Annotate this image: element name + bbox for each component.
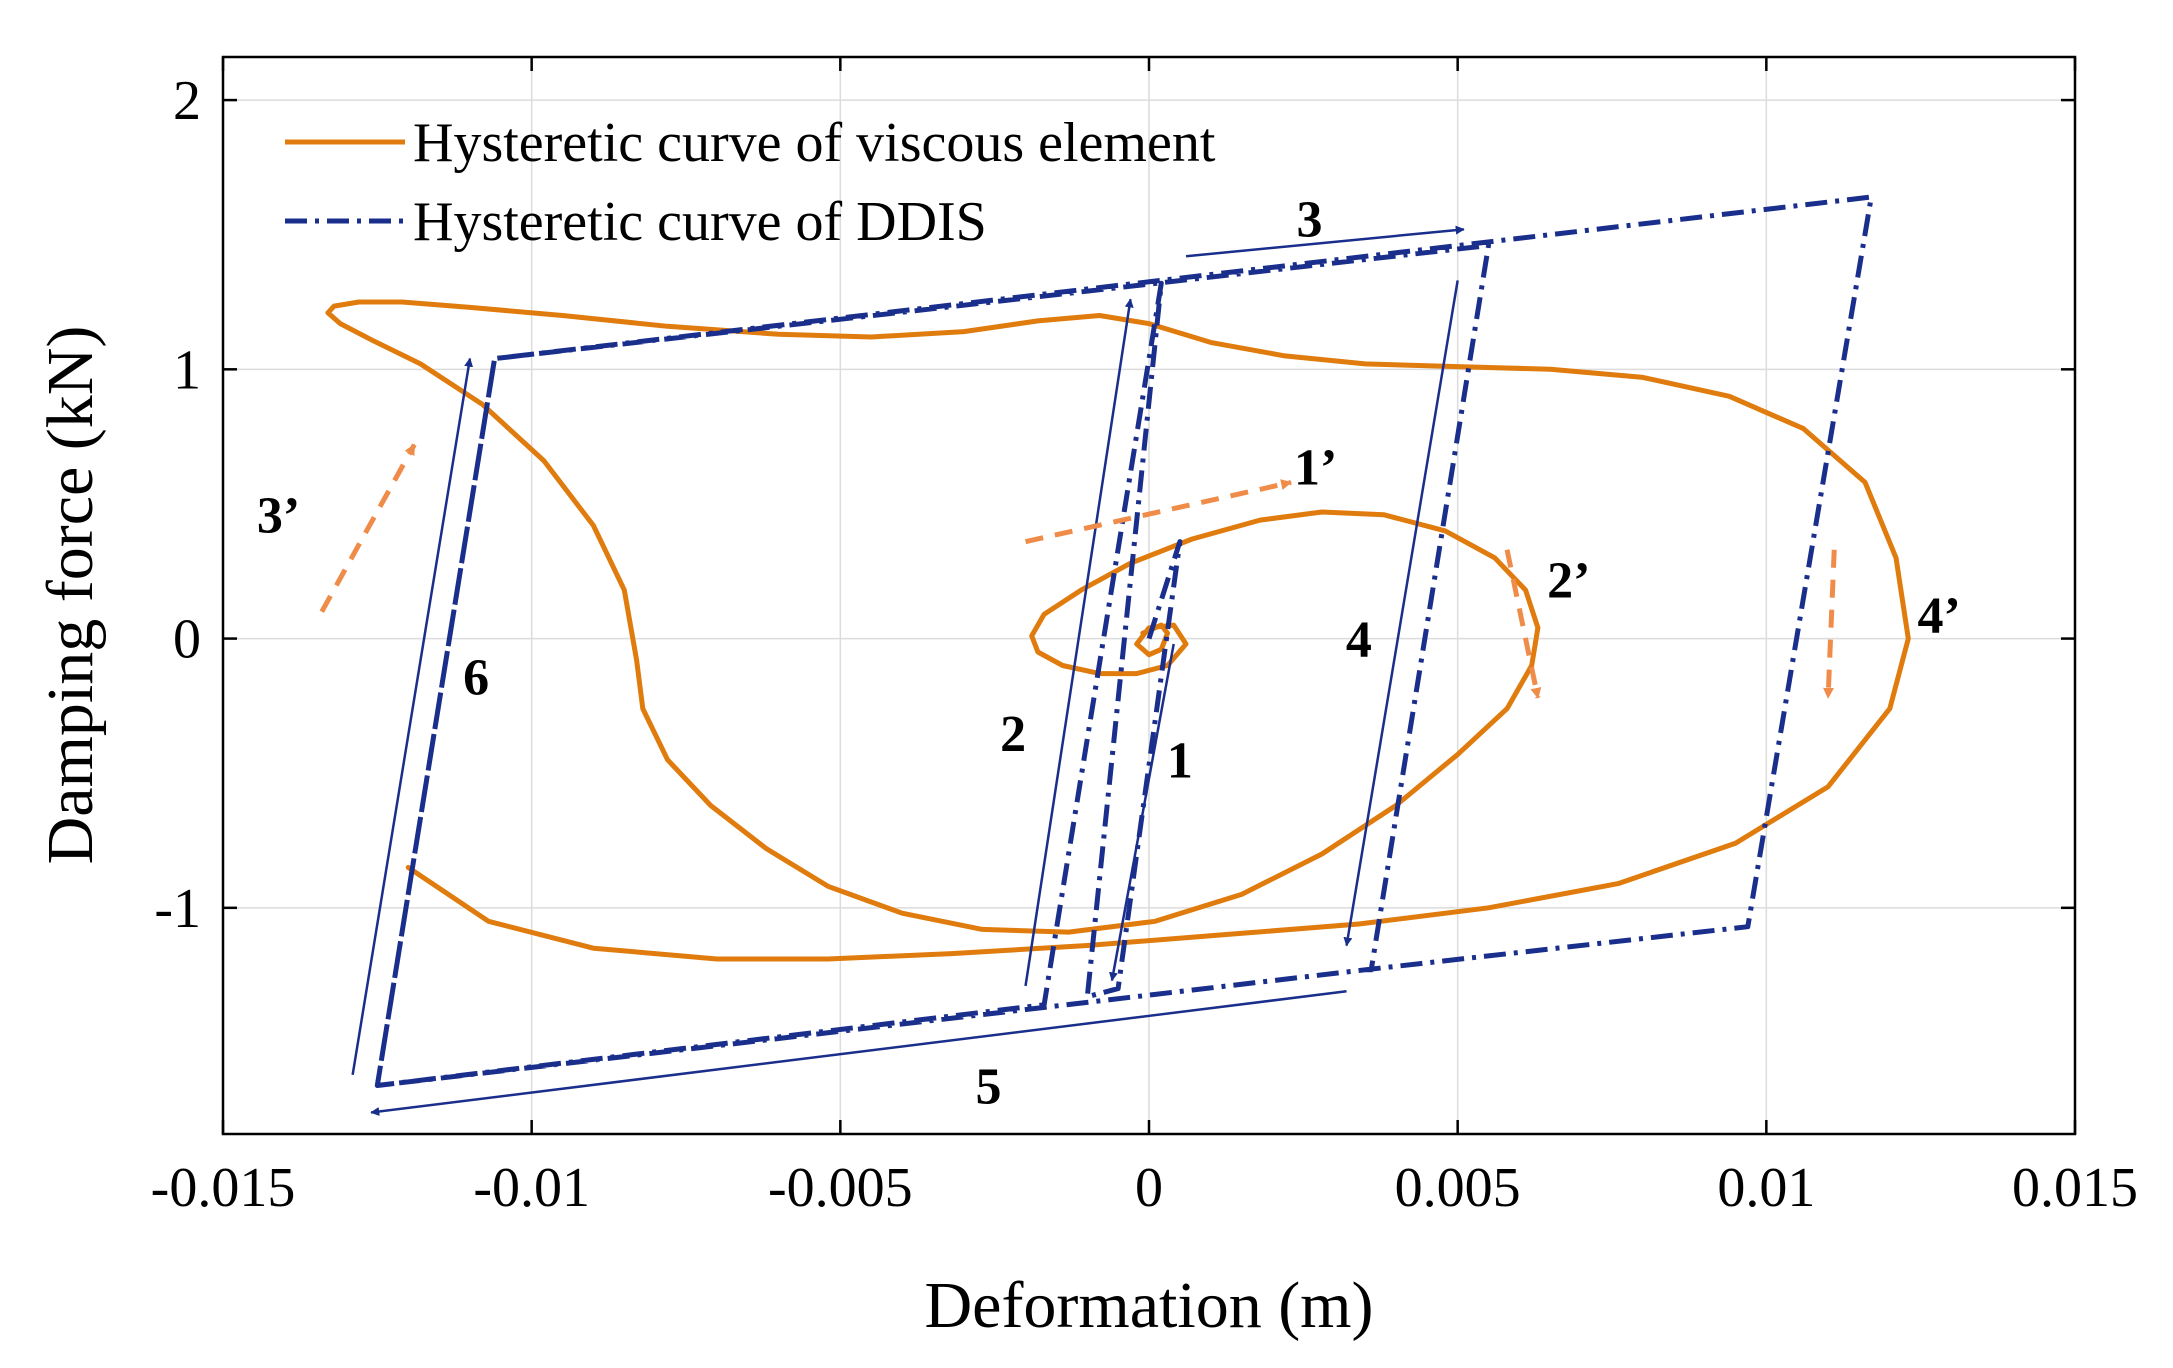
series-ddis xyxy=(374,194,1874,1088)
x-tick-label: -0.015 xyxy=(151,1157,296,1219)
direction-arrow-4-prime xyxy=(1822,549,1837,699)
legend-label-ddis: Hysteretic curve of DDIS xyxy=(413,191,987,253)
direction-arrow-3 xyxy=(1185,225,1465,258)
direction-arrow-4 xyxy=(1343,280,1459,947)
plot-series xyxy=(325,194,1911,1088)
annotation-label-3-prime: 3’ xyxy=(257,488,300,545)
x-tick-label: 0.015 xyxy=(2012,1157,2138,1219)
annotation-label-3: 3 xyxy=(1297,192,1323,249)
direction-arrow-3-prime xyxy=(319,443,417,613)
direction-arrow-1 xyxy=(1108,643,1175,982)
direction-arrow-5 xyxy=(370,990,1347,1116)
y-axis-title: Damping force (kN) xyxy=(34,326,107,865)
direction-arrow-6 xyxy=(351,357,474,1075)
annotation-label-4: 4 xyxy=(1346,612,1372,669)
annotation-label-1-prime: 1’ xyxy=(1294,439,1337,496)
y-tick-label: 2 xyxy=(173,70,201,132)
direction-arrow-1-prime xyxy=(1024,479,1293,545)
direction-arrows xyxy=(319,225,1837,1116)
axis-ticks: -0.015 -0.01 -0.005 0 0.005 0.01 0.015 -1 0 1 2 xyxy=(151,57,2138,1219)
annotation-label-5: 5 xyxy=(975,1059,1001,1116)
y-tick-label: 0 xyxy=(173,609,201,671)
legend-label-viscous: Hysteretic curve of viscous element xyxy=(413,112,1216,174)
x-tick-label: 0.01 xyxy=(1717,1157,1815,1219)
x-axis-title: Deformation (m) xyxy=(924,1269,1373,1342)
annotations: 1 2 3 4 5 6 1’ 2’ 3’ 4’ xyxy=(257,192,1961,1116)
direction-arrow-2 xyxy=(1024,298,1134,987)
annotation-label-1: 1 xyxy=(1167,733,1193,790)
annotation-label-4-prime: 4’ xyxy=(1918,587,1961,644)
legend: Hysteretic curve of viscous element Hyst… xyxy=(285,112,1216,253)
annotation-label-6: 6 xyxy=(463,649,489,706)
series-viscous-element xyxy=(325,299,1911,962)
x-tick-label: 0 xyxy=(1135,1157,1163,1219)
x-tick-label: 0.005 xyxy=(1395,1157,1521,1219)
annotation-label-2: 2 xyxy=(1000,706,1026,763)
annotation-label-2-prime: 2’ xyxy=(1547,552,1590,609)
x-tick-label: -0.005 xyxy=(768,1157,913,1219)
direction-arrow-2-prime xyxy=(1504,549,1542,699)
y-tick-label: 1 xyxy=(173,339,201,401)
y-tick-label: -1 xyxy=(154,878,201,940)
x-tick-label: -0.01 xyxy=(473,1157,590,1219)
